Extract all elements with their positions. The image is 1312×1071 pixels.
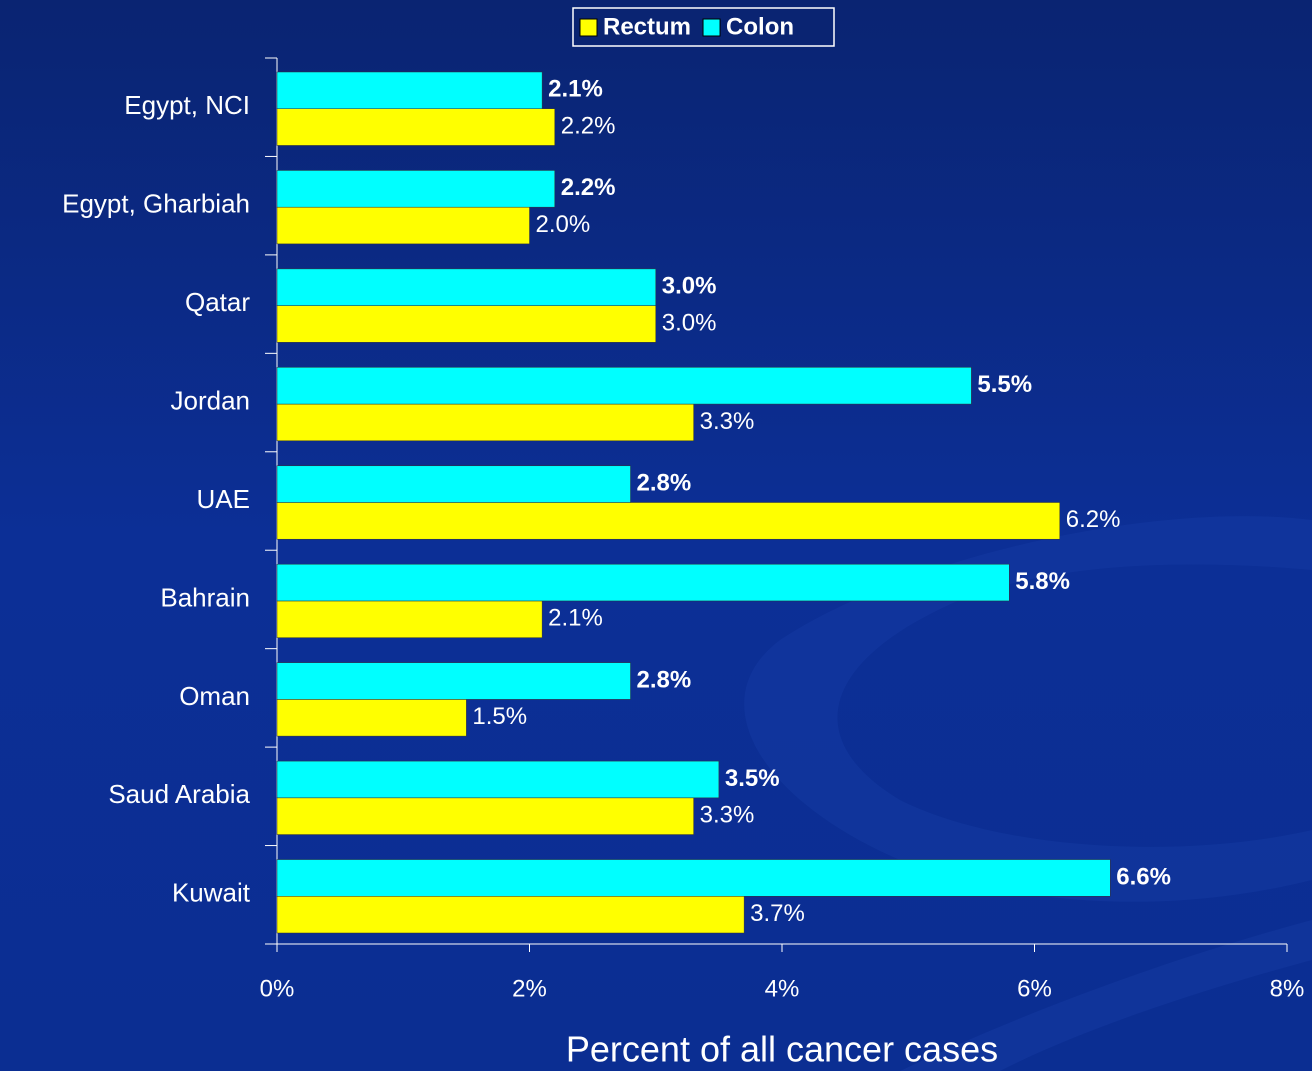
bar <box>276 563 1010 602</box>
value-label: 2.2% <box>561 174 616 201</box>
x-tick-label: 8% <box>1270 975 1305 1002</box>
value-label: 1.5% <box>472 703 527 730</box>
y-tick-label: Jordan <box>171 385 251 415</box>
value-label: 3.7% <box>750 900 805 927</box>
value-label: 5.8% <box>1015 568 1070 595</box>
bar <box>276 896 745 934</box>
value-label: 3.3% <box>700 802 755 829</box>
legend-label: Colon <box>726 13 794 40</box>
value-label: 2.8% <box>637 666 692 693</box>
y-tick-label: Kuwait <box>172 878 251 908</box>
legend: Rectum Colon <box>572 7 835 47</box>
bar <box>276 305 656 343</box>
value-label: 3.5% <box>725 765 780 792</box>
value-label: 2.8% <box>637 469 692 496</box>
bar <box>276 502 1060 540</box>
value-label: 3.0% <box>662 273 717 300</box>
y-tick-label: UAE <box>197 484 250 514</box>
y-tick-label: Oman <box>179 681 250 711</box>
x-tick-label: 4% <box>765 975 800 1002</box>
x-tick-label: 6% <box>1017 975 1052 1002</box>
bar <box>276 760 720 799</box>
legend-swatch <box>579 18 598 37</box>
bar <box>276 71 543 109</box>
bar <box>276 797 694 835</box>
value-label: 6.2% <box>1066 506 1121 533</box>
value-label: 3.3% <box>700 408 755 435</box>
bar <box>276 465 631 503</box>
x-axis-label: Percent of all cancer cases <box>566 1029 998 1070</box>
value-label: 2.1% <box>548 76 603 103</box>
y-tick-label: Egypt, NCI <box>124 90 250 120</box>
y-tick-label: Qatar <box>185 287 250 317</box>
value-label: 2.2% <box>561 112 616 139</box>
value-label: 6.6% <box>1116 863 1171 890</box>
value-label: 5.5% <box>977 371 1032 398</box>
y-tick-label: Egypt, Gharbiah <box>62 189 250 219</box>
value-label: 2.1% <box>548 605 603 632</box>
value-label: 3.0% <box>662 309 717 336</box>
x-tick-label: 0% <box>260 975 295 1002</box>
y-tick-label: Bahrain <box>160 582 250 612</box>
bar <box>276 170 555 208</box>
bar <box>276 662 631 700</box>
y-tick-label: Saud Arabia <box>108 779 250 809</box>
bar <box>276 699 467 737</box>
decor-swoosh <box>900 920 1312 1071</box>
bar <box>276 403 694 442</box>
legend-box <box>572 7 835 47</box>
value-label: 2.0% <box>536 211 591 238</box>
legend-swatch <box>702 18 721 37</box>
bar <box>276 859 1111 897</box>
bar <box>276 600 543 638</box>
bar <box>276 268 656 306</box>
bar <box>276 108 555 146</box>
legend-label: Rectum <box>603 13 691 40</box>
bar <box>276 367 972 405</box>
bar <box>276 206 530 245</box>
decor-swoosh <box>744 516 1312 902</box>
x-tick-label: 2% <box>512 975 547 1002</box>
